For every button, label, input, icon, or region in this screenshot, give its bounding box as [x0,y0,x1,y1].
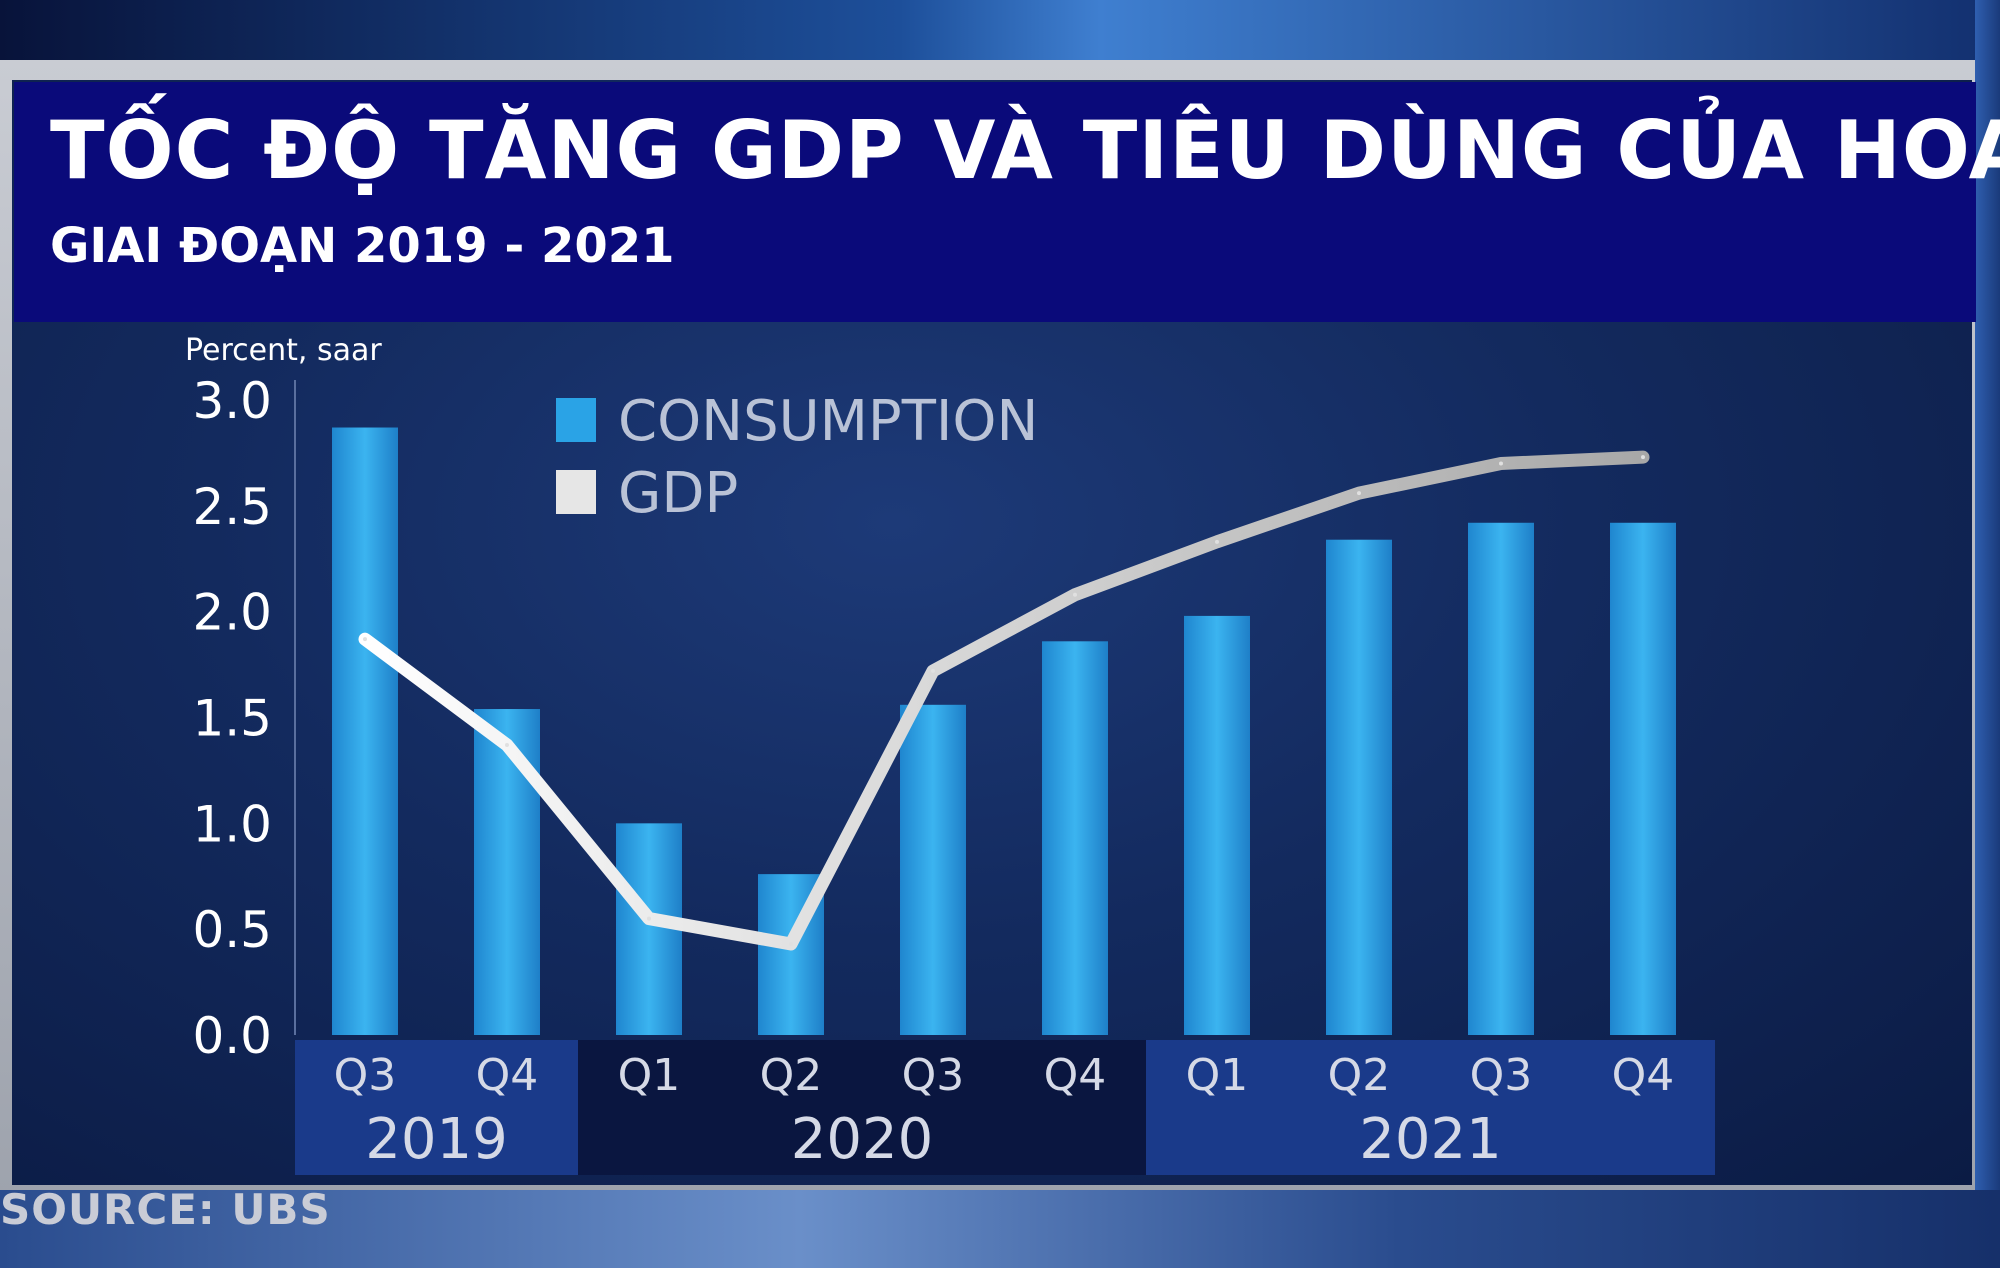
source-label: SOURCE: UBS [0,1185,331,1234]
gdp-point [789,941,793,946]
studio-background-edge [1975,0,2000,1268]
gdp-point [1641,455,1645,460]
year-label: 2021 [1359,1107,1502,1172]
x-tick-label: Q1 [618,1050,681,1101]
x-tick-label: Q4 [476,1050,539,1101]
consumption-bar [1610,522,1676,1035]
y-axis-unit-label: Percent, saar [185,333,382,368]
year-band-2021 [1146,1040,1715,1175]
studio-floor [0,1190,2000,1268]
consumption-bar [474,709,540,1035]
consumption-bar [332,427,398,1035]
page-title: TỐC ĐỘ TĂNG GDP VÀ TIÊU DÙNG CỦA HOA KỲ [50,104,2000,197]
x-tick-label: Q3 [1470,1050,1533,1101]
y-tick-label: 0.5 [192,901,272,959]
gdp-point [1073,592,1077,597]
x-tick-label: Q1 [1186,1050,1249,1101]
gdp-point [1357,491,1361,496]
legend-swatch-gdp [556,470,596,514]
consumption-bar [900,704,966,1035]
y-tick-label: 2.0 [192,584,272,642]
x-tick-label: Q2 [760,1050,823,1101]
x-tick-label: Q4 [1612,1050,1675,1101]
consumption-bar [616,823,682,1035]
studio-background [0,0,2000,70]
gdp-point [931,668,935,673]
legend-swatch-consumption [556,398,596,442]
y-tick-label: 1.5 [192,690,272,748]
title-band [14,82,1976,322]
x-tick-label: Q3 [902,1050,965,1101]
gdp-point [647,916,651,921]
y-tick-label: 1.0 [192,795,272,853]
page-subtitle: GIAI ĐOẠN 2019 - 2021 [50,218,675,274]
gdp-line [358,450,1650,951]
year-label: 2020 [791,1107,934,1172]
legend-label-gdp: GDP [618,461,738,526]
consumption-bar [1184,615,1250,1035]
x-tick-label: Q2 [1328,1050,1391,1101]
consumption-bar [1326,539,1392,1035]
year-band-2020 [578,1040,1146,1175]
y-tick-label: 3.0 [192,372,272,430]
x-tick-label: Q4 [1044,1050,1107,1101]
y-tick-label: 2.5 [192,478,272,536]
gdp-point [1499,461,1503,466]
year-label: 2019 [365,1107,508,1172]
x-tick-label: Q3 [334,1050,397,1101]
consumption-bar [1468,522,1534,1035]
legend-label-consumption: CONSUMPTION [618,389,1038,454]
y-tick-label: 0.0 [192,1007,272,1065]
gdp-point [363,637,367,642]
gdp-point [1215,539,1219,544]
gdp-point [505,743,509,748]
consumption-bar [1042,641,1108,1035]
year-band-2019 [295,1040,578,1175]
